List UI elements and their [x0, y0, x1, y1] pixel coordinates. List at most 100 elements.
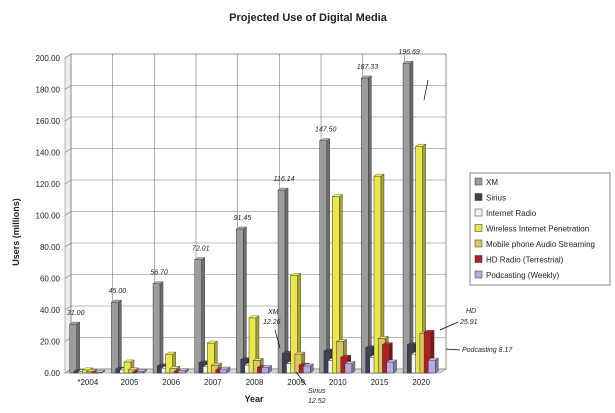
legend-swatch: [474, 224, 483, 232]
bar-top: [340, 355, 352, 358]
bar-top: [290, 273, 302, 276]
data-label: 147.50: [315, 127, 337, 134]
bar-front: [219, 368, 228, 374]
bar-side: [393, 359, 397, 374]
legend-swatch: [474, 177, 483, 186]
bar-top: [302, 363, 314, 367]
data-label: 116.14: [274, 176, 295, 183]
legend-label: Podcasting (Weekly): [486, 271, 560, 280]
bar-top: [427, 357, 439, 361]
bar-top: [331, 194, 343, 197]
bar-top: [169, 366, 181, 369]
legend-swatch: [474, 239, 483, 248]
legend-item: Podcasting (Weekly): [474, 270, 560, 280]
bar-top: [373, 173, 385, 177]
bar-front: [428, 359, 436, 374]
bar-top: [123, 359, 135, 363]
legend-swatch: [474, 270, 483, 279]
bar-top: [319, 138, 331, 141]
y-tick-label: 40.00: [40, 306, 61, 315]
legend-swatch: [474, 193, 483, 201]
bar-top: [165, 351, 177, 355]
legend-item: Mobile phone Audio Streaming: [474, 239, 595, 249]
y-gridline-side: [64, 274, 72, 279]
bar: [319, 138, 331, 374]
bar-side: [409, 60, 414, 374]
bar-top: [152, 281, 164, 284]
bar: [94, 369, 106, 374]
bar-top: [402, 61, 414, 64]
bar-side: [368, 75, 372, 374]
bar-front: [136, 371, 144, 374]
annotation-podcasting-title: Podcasting: [462, 347, 499, 354]
x-tick-label: 2007: [204, 378, 222, 387]
bar-front: [111, 301, 119, 374]
bar-front: [261, 367, 269, 374]
x-tick-label: 2008: [246, 378, 264, 387]
y-gridline-side: [64, 85, 72, 90]
bar-top: [135, 369, 148, 372]
bar-top: [294, 351, 306, 355]
bar-top: [177, 368, 189, 371]
x-tick-label: 2005: [121, 378, 139, 387]
data-label: 56.70: [150, 270, 168, 277]
bar: [344, 361, 356, 374]
legend-item: Sirius: [474, 193, 506, 203]
annotation-xm-value: 12.26: [263, 319, 281, 326]
annotation-sirius-value: 12.52: [308, 398, 326, 405]
y-tick-label: 120.00: [36, 180, 61, 189]
x-tick-label: 2009: [287, 378, 305, 387]
legend-item: XM: [474, 177, 498, 187]
bar-top: [260, 365, 273, 368]
bar-top: [235, 226, 248, 230]
bar: [427, 357, 439, 374]
y-gridline-side: [64, 242, 72, 248]
bar-top: [219, 366, 231, 370]
bar-side: [201, 257, 205, 374]
legend-label: Internet Radio: [486, 209, 537, 218]
bar-side: [159, 281, 164, 374]
bar-top: [206, 340, 218, 344]
data-label: 72.01: [192, 246, 210, 253]
x-tick-label: 2015: [371, 378, 389, 387]
annotation-xm-title: XM: [267, 309, 279, 316]
bar-front: [178, 370, 186, 374]
bar-top: [94, 370, 106, 373]
y-tick-label: 160.00: [36, 117, 61, 126]
y-axis-label: Users (millions): [11, 198, 21, 266]
bar: [290, 272, 302, 374]
bar-top: [252, 358, 264, 361]
bar-front: [152, 283, 161, 374]
y-tick-label: 0.00: [44, 369, 60, 378]
y-gridline-side: [64, 305, 72, 311]
data-label: 31.00: [67, 310, 85, 317]
bar: [235, 226, 248, 374]
bar: [402, 60, 414, 374]
bar-top: [194, 257, 206, 260]
bar-top: [423, 329, 435, 333]
bar-top: [110, 299, 123, 303]
legend-item: HD Radio (Terrestrial): [474, 255, 564, 265]
data-label: 45.00: [109, 288, 127, 295]
y-tick-label: 180.00: [36, 86, 61, 95]
annotations: XM 12.26 Sirius 12.52 HD 25.91 Podcasting 8.17: [263, 79, 513, 405]
bar-top: [360, 75, 373, 79]
annotation-sirius-arrow: [295, 371, 307, 386]
y-gridline-side: [64, 179, 72, 185]
bar: [331, 194, 343, 374]
bar: [277, 187, 289, 374]
legend-item: Wireless Internet Penetration: [474, 224, 589, 234]
legend-swatch: [474, 208, 483, 217]
bar: [110, 299, 123, 374]
data-label: 91.45: [234, 215, 252, 222]
bar-front: [319, 140, 327, 374]
legend-label: Mobile phone Audio Streaming: [486, 240, 595, 249]
bar: [177, 368, 189, 374]
legend-label: Wireless Internet Penetration: [486, 225, 589, 234]
bar-side: [118, 299, 122, 374]
bar-top: [335, 339, 348, 342]
y-gridline-side: [64, 148, 72, 153]
bar-front: [303, 365, 311, 374]
x-axis-label: Year: [244, 394, 264, 404]
